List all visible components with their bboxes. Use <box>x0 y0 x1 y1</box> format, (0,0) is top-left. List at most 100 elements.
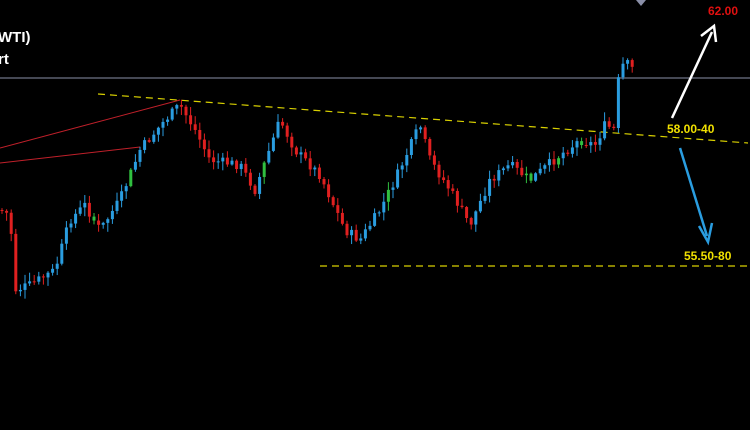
candle-body <box>308 158 312 170</box>
down-arrow <box>678 147 709 237</box>
candle-body <box>74 213 78 224</box>
candle-body <box>336 205 340 213</box>
candle-body <box>69 223 73 228</box>
candle-body <box>506 165 510 169</box>
resistance-label: 58.00-40 <box>667 122 715 136</box>
candle-body <box>511 161 515 166</box>
candle-body <box>580 141 584 146</box>
down-arrowhead <box>697 222 714 246</box>
candle-body <box>184 106 188 116</box>
candle-body <box>64 227 68 244</box>
target-label: 62.00 <box>708 4 738 18</box>
candle-body <box>9 212 13 234</box>
candle-body <box>290 136 294 148</box>
candle-body <box>83 202 87 208</box>
candle-body <box>488 178 492 196</box>
candle-body <box>235 160 239 170</box>
candle-body <box>156 127 160 135</box>
candle-body <box>258 176 262 194</box>
candle-body <box>460 205 464 208</box>
candle-body <box>175 105 179 109</box>
candle-body <box>377 212 381 214</box>
candle-body <box>97 220 101 225</box>
candle-body <box>285 125 289 137</box>
candle-body <box>621 63 625 78</box>
candle-body <box>221 157 225 162</box>
candle-body <box>465 207 469 219</box>
candle-body <box>612 126 616 129</box>
candle-body <box>101 222 105 225</box>
candle-body <box>409 139 413 155</box>
candle-body <box>478 200 482 212</box>
candle-body <box>120 191 124 201</box>
candle-body <box>129 169 133 187</box>
candle-body <box>419 127 423 130</box>
candle-body <box>193 124 197 130</box>
candle-body <box>414 129 418 140</box>
candle-body <box>37 276 41 282</box>
candle-body <box>313 167 317 170</box>
candle-body <box>363 229 367 239</box>
scroll-marker <box>636 0 646 6</box>
candle-body <box>474 211 478 225</box>
candle-body <box>630 60 634 67</box>
candle-body <box>382 201 386 213</box>
candle-body <box>161 121 165 128</box>
candle-body <box>14 233 18 292</box>
candle-body <box>423 127 427 140</box>
candle-body <box>28 281 32 284</box>
candle-body <box>515 161 519 168</box>
candle-body <box>455 190 459 206</box>
candle-body <box>41 276 45 278</box>
candle-body <box>345 223 349 236</box>
candle-body <box>400 165 404 170</box>
candle-body <box>432 155 436 165</box>
candle-body <box>87 202 91 217</box>
candle-body <box>469 218 473 225</box>
candle-body <box>189 115 193 125</box>
support-label: 55.50-80 <box>684 249 732 263</box>
candle-body <box>483 195 487 201</box>
candle-body <box>244 163 248 173</box>
candle-body <box>603 121 607 139</box>
candle-body <box>557 158 561 165</box>
candle-body <box>166 119 170 122</box>
candle-body <box>304 152 308 159</box>
up-arrow <box>670 31 714 119</box>
candle-body <box>212 157 216 163</box>
candle-body <box>124 186 128 192</box>
candle-body <box>327 184 331 198</box>
candle-body <box>115 200 119 211</box>
candle-body <box>230 160 234 165</box>
candle-body <box>616 77 620 129</box>
candle-body <box>294 147 298 155</box>
candle-body <box>133 161 137 170</box>
candle-body <box>451 188 455 191</box>
candle-body <box>373 213 377 226</box>
candle-body <box>575 141 579 148</box>
candle-body <box>354 229 358 241</box>
candle-body <box>340 212 344 224</box>
candle-body <box>396 169 400 188</box>
candle-body <box>538 168 542 174</box>
candle-body <box>405 154 409 166</box>
candle-body <box>350 229 354 236</box>
candle-body <box>207 149 211 158</box>
candle-body <box>386 189 390 202</box>
candle-body <box>276 121 280 138</box>
candle-body <box>442 177 446 181</box>
candle-body <box>529 173 533 181</box>
candle-body <box>524 173 528 176</box>
candle-body <box>598 138 602 145</box>
candle-body <box>138 149 142 162</box>
candle-body <box>543 165 547 169</box>
candle-body <box>299 152 303 155</box>
candle-body <box>520 167 524 176</box>
chart-title: WTI) <box>0 29 30 46</box>
candle-body <box>202 139 206 150</box>
candle-body <box>18 289 22 292</box>
trendline <box>0 99 181 149</box>
candle-body <box>60 243 64 264</box>
